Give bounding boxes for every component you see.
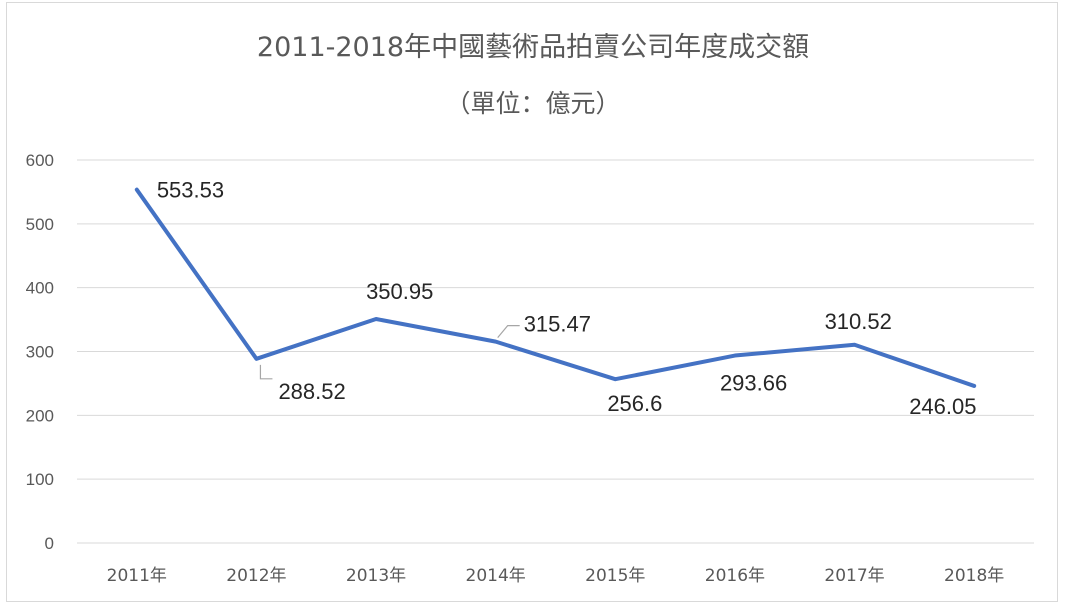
data-label: 315.47 [524, 312, 591, 337]
x-tick-label: 2012年 [226, 566, 286, 586]
data-label: 310.52 [825, 309, 892, 334]
data-label: 256.6 [607, 391, 662, 416]
chart-subtitle: （單位：億元） [445, 89, 620, 118]
x-tick-label: 2014年 [466, 566, 526, 586]
x-tick-label: 2013年 [346, 566, 406, 586]
y-tick-label: 600 [26, 151, 54, 170]
y-tick-label: 0 [45, 534, 54, 553]
data-label: 293.66 [720, 371, 787, 396]
y-tick-label: 400 [26, 279, 54, 298]
y-tick-label: 300 [26, 343, 54, 362]
series-line [134, 187, 977, 388]
y-tick-label: 200 [26, 406, 54, 425]
data-label: 553.53 [157, 178, 224, 203]
chart-frame [6, 2, 1058, 602]
chart-title: 2011-2018年中國藝術品拍賣公司年度成交額 [257, 32, 809, 63]
x-tick-label: 2018年 [944, 566, 1004, 586]
data-label: 350.95 [366, 279, 433, 304]
data-label: 288.52 [278, 379, 345, 404]
x-tick-label: 2015年 [585, 566, 645, 586]
data-label: 246.05 [909, 394, 976, 419]
x-tick-label: 2011年 [107, 566, 167, 586]
label-leader-line [259, 364, 273, 380]
label-leader-line [497, 325, 520, 339]
x-tick-label: 2016年 [705, 566, 765, 586]
y-tick-label: 500 [26, 215, 54, 234]
y-tick-label: 100 [26, 470, 54, 489]
x-tick-label: 2017年 [824, 566, 884, 586]
